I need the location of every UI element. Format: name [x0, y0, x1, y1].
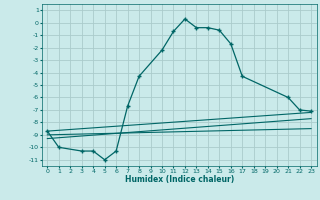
- X-axis label: Humidex (Indice chaleur): Humidex (Indice chaleur): [124, 175, 234, 184]
